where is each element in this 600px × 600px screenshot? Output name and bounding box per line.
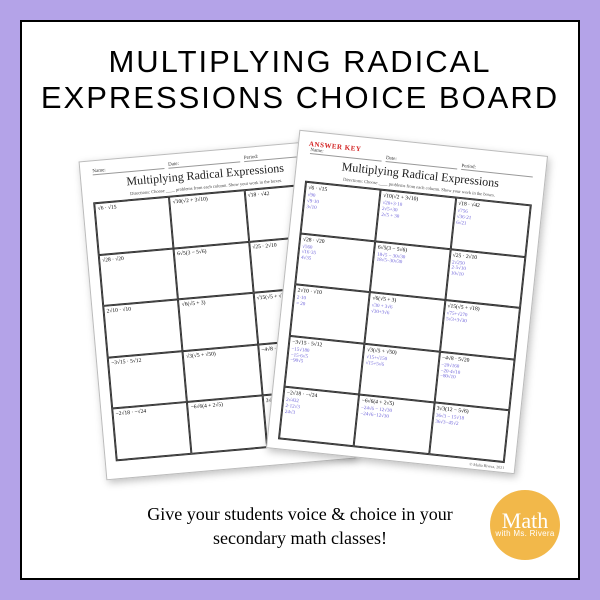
problem-text: √28 · √20 [102, 251, 172, 263]
grid-cell: √3(√5 + √50) [183, 344, 263, 402]
grid-cell: √28 · √20 [99, 248, 179, 306]
grid-cell: −4√8 · 5√20−20√160 −20·4√10 −80√10 [434, 351, 514, 410]
grid-cell: √6(√5 + 3) [178, 293, 258, 351]
logo-line-2: with Ms. Rivera [495, 531, 554, 538]
product-title: MULTIPLYING RADICAL EXPRESSIONS CHOICE B… [22, 44, 578, 115]
grid-cell: √28 · √20√560 √16·35 4√35 [295, 233, 375, 292]
problem-text: √6(√5 + 3) [182, 296, 252, 308]
grid-cell: −2√18 · −√24 [112, 402, 192, 460]
grid-cell: √25 · 2√102√250 2·5√10 10√10 [445, 249, 525, 308]
grid-cell: −6√6(4 + 2√5)−24√6 − 12√30 −24√6−12√30 [354, 395, 434, 454]
grid-cell: √6 · √15 [94, 197, 174, 255]
grid-cell: 6√5(3 − 5√6)18√5 − 30√30 18√5−30√30 [370, 241, 450, 300]
grid-cell: −2√18 · −√242√432 2·12√3 24√3 [279, 387, 359, 446]
grid-cell: 2√10 · √102·10 = 20 [290, 284, 370, 343]
problem-text: √3(√5 + √50) [186, 348, 256, 360]
worksheet-grid-key: √6 · √15√90 √9·10 3√10√10(√2 + 3√10)√20+… [278, 181, 532, 463]
title-line-2: EXPRESSIONS CHOICE BOARD [41, 80, 559, 115]
problem-text: √6 · √15 [97, 200, 167, 212]
problem-text: √10(√2 + 3√10) [173, 193, 243, 205]
grid-cell: 6√5(3 − 5√6) [174, 242, 254, 300]
grid-cell: −3√15 · 5√12−15√180 −15·6√5 −90√5 [284, 336, 364, 395]
grid-cell: √6(√5 + 3)√30 + 3√6 √30+3√6 [365, 292, 445, 351]
grid-cell: √15(√5 + √18)√75+√270 5√3+3√30 [440, 300, 520, 359]
grid-cell: −3√15 · 5√12 [108, 351, 188, 409]
problem-text: −2√18 · −√24 [115, 406, 185, 418]
problem-text: −3√15 · 5√12 [111, 354, 181, 366]
problem-text: −6√6(4 + 2√5) [191, 399, 261, 411]
grid-cell: 3√3(12 − 5√6)36√3 − 15√18 36√3−45√2 [429, 403, 509, 462]
worksheet-previews: Name: Date: Period: Multiplying Radical … [22, 132, 578, 492]
problem-text: 2√10 · √10 [106, 303, 176, 315]
grid-cell: √10(√2 + 3√10)√20+3·10 2√5+30 2√5 + 30 [376, 190, 456, 249]
grid-cell: √18 · √42√756 √36·21 6√21 [450, 198, 530, 257]
grid-cell: 2√10 · √10 [103, 300, 183, 358]
grid-cell: −6√6(4 + 2√5) [187, 396, 267, 454]
grid-cell: √10(√2 + 3√10) [169, 190, 249, 248]
problem-text: 6√5(3 − 5√6) [177, 245, 247, 257]
tagline-line-1: Give your students voice & choice in you… [147, 504, 452, 524]
product-frame: MULTIPLYING RADICAL EXPRESSIONS CHOICE B… [20, 20, 580, 580]
worksheet-answer-key: ANSWER KEY Name: Date: Period: Multiplyi… [266, 130, 548, 474]
tagline-line-2: secondary math classes! [213, 528, 387, 548]
title-line-1: MULTIPLYING RADICAL [108, 44, 491, 79]
brand-logo: Math with Ms. Rivera [490, 490, 560, 560]
grid-cell: √6 · √15√90 √9·10 3√10 [301, 182, 381, 241]
grid-cell: √3(√5 + √50)√15+√150 √15+5√6 [359, 344, 439, 403]
